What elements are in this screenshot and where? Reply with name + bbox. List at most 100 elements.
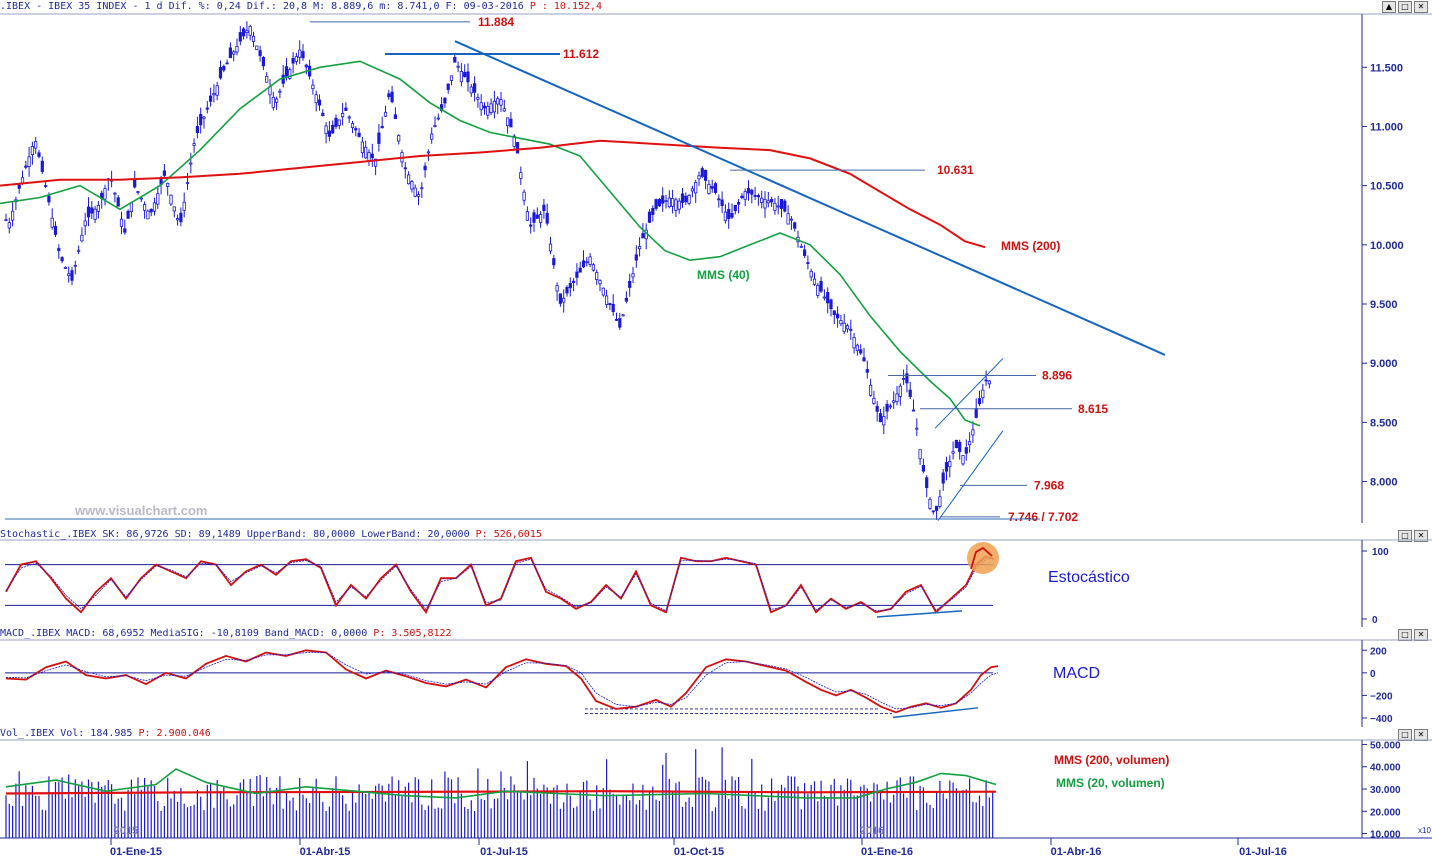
price-candle xyxy=(862,357,866,362)
price-y-tick-label: 8.000 xyxy=(1370,477,1398,489)
price-candle xyxy=(872,397,876,404)
price-candle xyxy=(364,146,368,159)
price-candle xyxy=(931,510,935,513)
vol-y-tick-label: 20.000 xyxy=(1370,807,1401,818)
price-candle xyxy=(479,102,483,111)
price-candle xyxy=(746,188,751,194)
price-header-text: .IBEX - IBEX 35 INDEX - 1 d Dif. %: 0,24… xyxy=(0,1,524,12)
price-candle xyxy=(77,249,81,252)
price-candle xyxy=(367,152,371,162)
stoch-close-button[interactable]: ✕ xyxy=(1414,530,1428,542)
macd-signal-line xyxy=(5,652,999,710)
price-candle xyxy=(812,278,817,285)
price-candle xyxy=(327,130,332,137)
price-header-p: P : 10.152,4 xyxy=(529,1,603,12)
price-candle xyxy=(466,71,470,83)
price-candle xyxy=(459,71,464,83)
price-candle xyxy=(773,202,777,211)
price-candle xyxy=(535,214,539,219)
price-candle xyxy=(192,143,196,146)
price-candle xyxy=(667,197,671,208)
price-candle xyxy=(380,125,384,129)
price-candle xyxy=(37,152,41,157)
price-candle xyxy=(284,66,289,77)
price-candle xyxy=(971,429,975,436)
price-candle xyxy=(760,197,764,203)
price-candle xyxy=(245,30,249,33)
price-candle xyxy=(360,141,365,154)
price-candle xyxy=(218,67,223,79)
price-candle xyxy=(225,62,229,65)
price-candle xyxy=(783,200,787,212)
price-candle xyxy=(737,202,741,205)
price-candle xyxy=(601,287,605,296)
price-candle xyxy=(446,83,450,90)
price-candle xyxy=(344,107,348,111)
price-candle xyxy=(647,211,652,223)
price-candle xyxy=(608,303,612,305)
price-candle xyxy=(40,160,44,172)
price-candle xyxy=(123,228,127,233)
price-candle xyxy=(80,234,84,242)
price-candle xyxy=(403,167,407,170)
price-candle xyxy=(436,117,440,120)
macd-divergence-line xyxy=(892,707,979,719)
price-candle xyxy=(822,296,827,299)
x-tick-label: 01-Ene-16 xyxy=(861,846,913,857)
price-candle xyxy=(585,261,589,264)
x-tick-label: 01-Oct-15 xyxy=(674,846,724,857)
price-candle xyxy=(875,405,879,412)
price-candle xyxy=(393,114,398,120)
x-tick-label: 01-Jul-16 xyxy=(1239,846,1287,857)
price-candle xyxy=(918,449,922,460)
price-candle xyxy=(776,205,780,208)
stoch-header-text: Stochastic_.IBEX SK: 86,9726 SD: 89,1489… xyxy=(0,529,470,540)
price-candle xyxy=(202,116,206,119)
price-candle xyxy=(397,135,401,142)
stoch-y-tick-label: 0 xyxy=(1372,615,1378,626)
stoch-panel-header: Stochastic_.IBEX SK: 86,9726 SD: 89,1489… xyxy=(0,529,542,541)
vol-close-button[interactable]: ✕ xyxy=(1414,729,1428,741)
restore-button[interactable]: □ xyxy=(1398,1,1412,13)
price-candle xyxy=(555,285,559,292)
stoch-restore-button[interactable]: □ xyxy=(1398,530,1412,542)
price-candle xyxy=(146,210,150,220)
price-candle xyxy=(700,168,704,177)
price-candle xyxy=(288,69,292,79)
price-candle xyxy=(426,151,431,154)
price-candle xyxy=(238,32,242,42)
price-candle xyxy=(987,380,992,385)
vol-y-tick-label: 50.000 xyxy=(1370,740,1401,751)
channel-lower-line xyxy=(937,430,1004,521)
price-candle xyxy=(281,74,285,84)
price-candle xyxy=(502,108,506,112)
year-label: 2015 xyxy=(114,825,138,837)
price-candle xyxy=(568,283,572,289)
price-window-buttons: ▲ □ ✕ xyxy=(1382,1,1428,13)
price-candle xyxy=(390,91,394,103)
price-candle xyxy=(925,477,929,489)
price-candle xyxy=(10,210,15,221)
price-candle xyxy=(614,318,619,321)
price-candle xyxy=(624,297,629,302)
price-candle xyxy=(690,188,695,192)
price-candle xyxy=(789,218,794,221)
estocastico-label: Estocástico xyxy=(1048,569,1130,586)
price-candle xyxy=(740,195,744,199)
price-candle xyxy=(974,408,978,418)
close-button[interactable]: ✕ xyxy=(1414,1,1428,13)
year-label: 2016 xyxy=(860,825,884,837)
price-candle xyxy=(377,132,381,144)
price-candle xyxy=(354,128,358,131)
price-y-tick-label: 8.500 xyxy=(1370,417,1398,429)
price-candle xyxy=(664,200,668,203)
macd-label: MACD xyxy=(1053,665,1100,682)
price-candle xyxy=(908,389,912,397)
price-candle xyxy=(4,219,8,222)
price-candle xyxy=(694,181,698,194)
price-candle xyxy=(251,35,256,42)
scroll-up-button[interactable]: ▲ xyxy=(1382,1,1396,13)
price-candle xyxy=(684,195,688,203)
price-candle xyxy=(961,455,965,465)
price-candle xyxy=(951,451,955,454)
